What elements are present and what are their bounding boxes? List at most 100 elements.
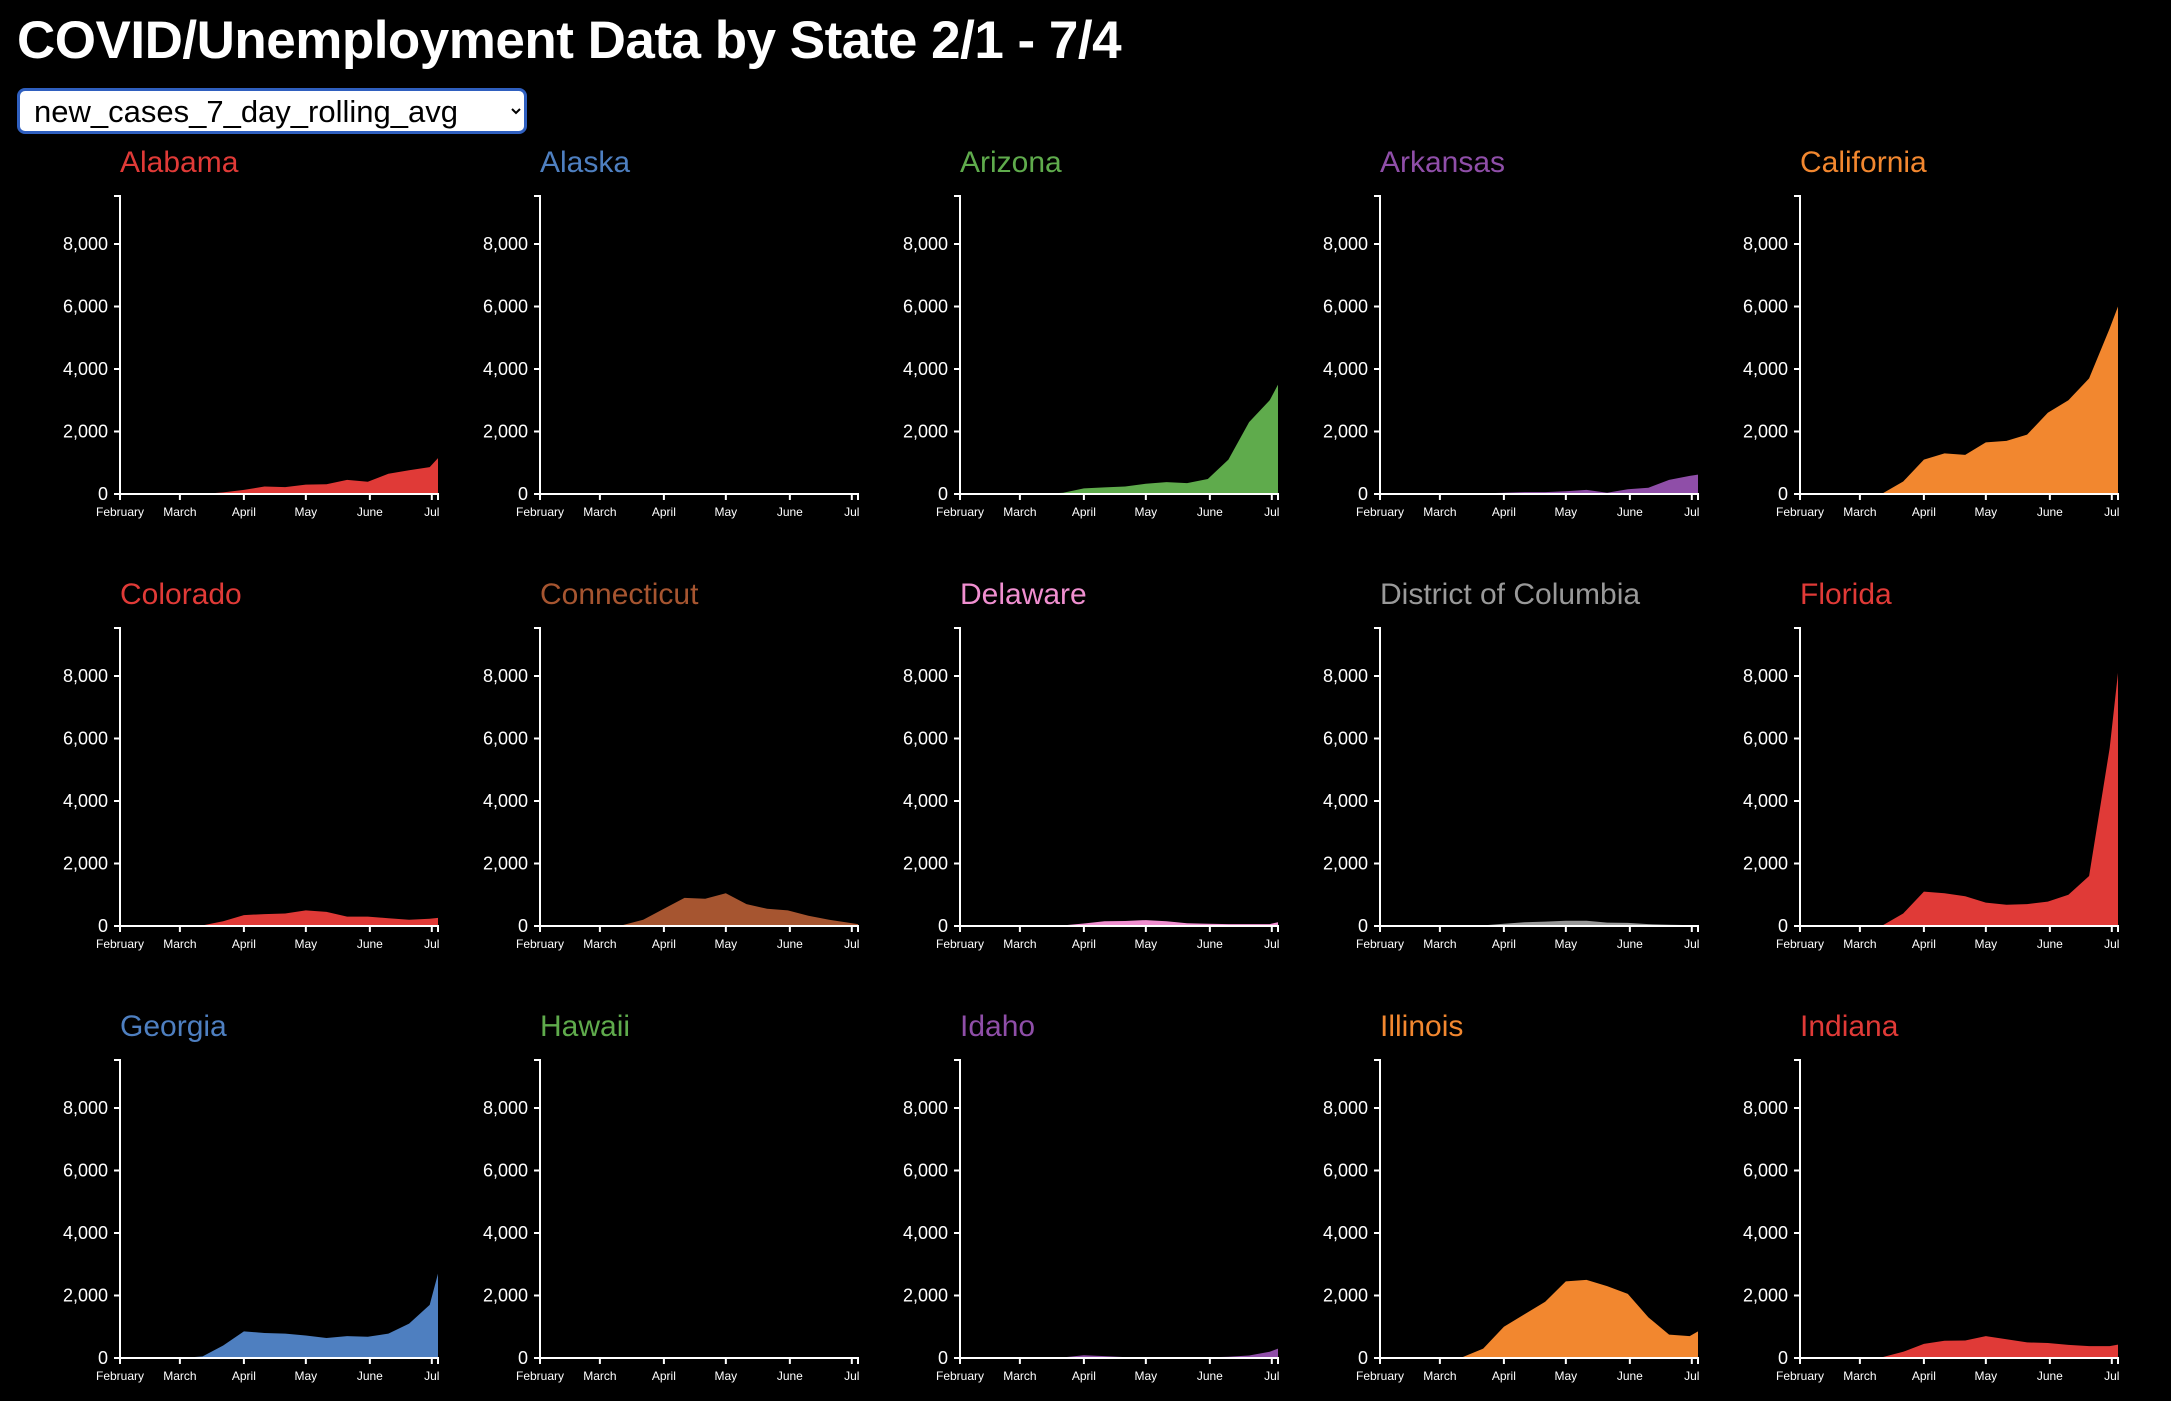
x-tick-label: April xyxy=(232,1369,256,1383)
y-tick-label: 8,000 xyxy=(1323,234,1368,254)
y-tick: 0 xyxy=(938,484,960,504)
x-tick-label: April xyxy=(1072,505,1096,519)
x-axis-line xyxy=(119,925,439,932)
y-axis-line xyxy=(534,195,541,495)
state-panel: Alaska 0 2,000 4,000 6,000 8,000 February March… xyxy=(483,146,860,519)
x-axis-line xyxy=(1799,1357,2119,1364)
metric-select[interactable]: new_cases_7_day_rolling_avg xyxy=(17,88,527,134)
x-tick-label: April xyxy=(1912,1369,1936,1383)
y-tick-label: 6,000 xyxy=(1323,297,1368,317)
y-tick-label: 6,000 xyxy=(483,729,528,749)
x-tick: March xyxy=(1003,1358,1037,1383)
x-tick: Jul xyxy=(1264,1358,1279,1383)
x-tick-label: April xyxy=(1072,1369,1096,1383)
x-tick-label: February xyxy=(936,505,984,519)
y-tick: 0 xyxy=(1358,1348,1380,1368)
panel-title: Alaska xyxy=(540,146,630,179)
x-tick-label: April xyxy=(1912,505,1936,519)
area-series xyxy=(960,1348,1278,1358)
x-axis-line xyxy=(1799,493,2119,500)
x-tick-label: February xyxy=(936,937,984,951)
x-tick: February xyxy=(936,926,984,951)
y-tick: 0 xyxy=(98,484,120,504)
y-tick: 6,000 xyxy=(1323,297,1380,317)
y-tick-label: 2,000 xyxy=(903,1286,948,1306)
x-tick: Jul xyxy=(424,494,439,519)
x-tick-label: Jul xyxy=(2104,505,2119,519)
x-tick: May xyxy=(1975,1358,1997,1383)
x-tick: February xyxy=(1356,926,1404,951)
y-tick-label: 6,000 xyxy=(483,297,528,317)
x-tick: June xyxy=(357,926,383,951)
x-tick-label: Jul xyxy=(424,505,439,519)
panel-title: California xyxy=(1800,146,1927,179)
x-axis-line xyxy=(539,925,859,932)
y-tick-label: 2,000 xyxy=(63,1286,108,1306)
x-tick-label: Jul xyxy=(1264,1369,1279,1383)
x-tick-label: April xyxy=(1492,937,1516,951)
x-tick: March xyxy=(583,926,617,951)
y-tick: 6,000 xyxy=(903,1161,960,1181)
x-tick: February xyxy=(936,494,984,519)
y-tick-label: 8,000 xyxy=(903,1098,948,1118)
x-tick: May xyxy=(1135,494,1157,519)
x-tick: March xyxy=(1423,1358,1457,1383)
x-tick-label: June xyxy=(2037,1369,2063,1383)
y-tick: 2,000 xyxy=(903,1286,960,1306)
x-tick: May xyxy=(1555,1358,1578,1383)
x-tick-label: May xyxy=(1975,937,1998,951)
x-tick-label: February xyxy=(1776,505,1824,519)
x-tick-label: March xyxy=(1843,505,1876,519)
x-tick-label: May xyxy=(1555,1369,1578,1383)
x-tick-label: Jul xyxy=(424,1369,439,1383)
x-tick-label: March xyxy=(163,505,196,519)
x-tick: June xyxy=(2037,926,2063,951)
x-tick: February xyxy=(1776,926,1824,951)
y-tick: 4,000 xyxy=(63,791,120,811)
x-tick: April xyxy=(652,1358,676,1383)
area-series xyxy=(960,384,1278,494)
y-tick-label: 2,000 xyxy=(1743,854,1788,874)
x-tick-label: April xyxy=(232,505,256,519)
x-tick: Jul xyxy=(2104,1358,2119,1383)
y-tick-label: 8,000 xyxy=(63,234,108,254)
y-tick-label: 2,000 xyxy=(63,422,108,442)
y-tick-label: 0 xyxy=(98,916,108,936)
y-tick-label: 0 xyxy=(98,1348,108,1368)
x-tick-label: February xyxy=(516,937,564,951)
x-axis-line xyxy=(1379,925,1699,932)
y-tick-label: 4,000 xyxy=(1323,791,1368,811)
x-tick-label: Jul xyxy=(1684,1369,1699,1383)
x-tick-label: Jul xyxy=(1684,937,1699,951)
y-tick-label: 6,000 xyxy=(903,1161,948,1181)
x-tick-label: March xyxy=(1003,505,1036,519)
area-series xyxy=(1380,920,1698,926)
y-tick-label: 0 xyxy=(938,1348,948,1368)
y-tick-label: 8,000 xyxy=(63,666,108,686)
y-tick-label: 0 xyxy=(1778,1348,1788,1368)
y-tick-label: 2,000 xyxy=(1743,422,1788,442)
y-tick: 4,000 xyxy=(1323,791,1380,811)
y-tick: 4,000 xyxy=(1323,1223,1380,1243)
x-tick-label: March xyxy=(583,1369,616,1383)
y-tick: 6,000 xyxy=(903,729,960,749)
y-tick: 6,000 xyxy=(903,297,960,317)
y-tick-label: 0 xyxy=(938,484,948,504)
y-tick-label: 6,000 xyxy=(1743,297,1788,317)
y-tick: 2,000 xyxy=(1323,1286,1380,1306)
y-tick-label: 4,000 xyxy=(63,1223,108,1243)
x-tick: June xyxy=(1197,1358,1223,1383)
x-tick: June xyxy=(777,926,803,951)
x-tick: Jul xyxy=(1684,926,1699,951)
metric-dropdown[interactable]: new_cases_7_day_rolling_avg xyxy=(17,88,527,134)
x-tick: April xyxy=(1072,494,1096,519)
x-tick-label: June xyxy=(1617,937,1643,951)
x-tick: June xyxy=(1197,926,1223,951)
panel-title: District of Columbia xyxy=(1380,578,1640,611)
x-tick-label: June xyxy=(777,937,803,951)
x-tick: June xyxy=(1197,494,1223,519)
y-tick-label: 2,000 xyxy=(483,1286,528,1306)
y-tick: 4,000 xyxy=(903,791,960,811)
x-tick: June xyxy=(777,494,803,519)
